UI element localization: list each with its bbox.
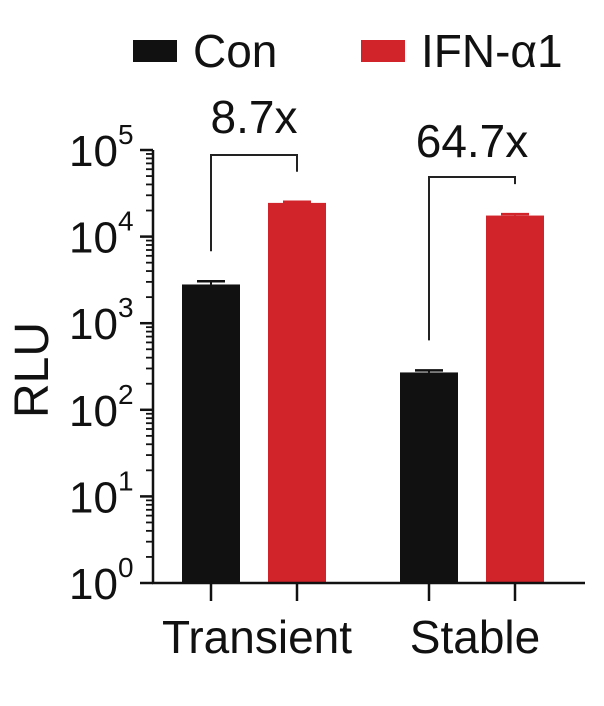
y-tick-label: 105: [69, 119, 134, 176]
legend-swatch: [361, 40, 405, 62]
legend: Con IFN-α1: [133, 25, 563, 77]
fold-change-label: 64.7x: [416, 115, 529, 167]
fold-change-bracket: [428, 176, 516, 341]
y-axis-label: RLU: [6, 322, 59, 418]
y-tick-exponent: 5: [118, 119, 134, 150]
y-tick-exponent: 3: [118, 292, 134, 323]
fold-change-label: 8.7x: [211, 91, 298, 143]
x-tick-label: Stable: [410, 611, 540, 663]
y-tick-exponent: 1: [118, 465, 134, 496]
annotations: 8.7x 64.7x: [210, 91, 529, 341]
legend-swatch: [133, 40, 177, 62]
y-tick-label: 104: [69, 206, 134, 263]
y-tick-exponent: 2: [118, 379, 134, 410]
y-tick-exponent: 4: [118, 206, 134, 237]
bar-transient-0: [182, 284, 240, 583]
y-tick-label: 100: [69, 552, 134, 609]
bar-stable-0: [400, 372, 458, 583]
y-tick-label: 102: [69, 379, 134, 436]
legend-label: Con: [193, 25, 277, 77]
bars: [182, 200, 544, 583]
legend-label: IFN-α1: [421, 25, 563, 77]
bar-stable-1: [486, 215, 544, 583]
y-tick-label: 101: [69, 465, 134, 522]
y-tick-label: 103: [69, 292, 134, 349]
y-tick-exponent: 0: [118, 552, 134, 583]
fold-change-bracket: [210, 154, 298, 252]
bar-transient-1: [268, 202, 326, 583]
x-tick-label: Transient: [162, 611, 352, 663]
